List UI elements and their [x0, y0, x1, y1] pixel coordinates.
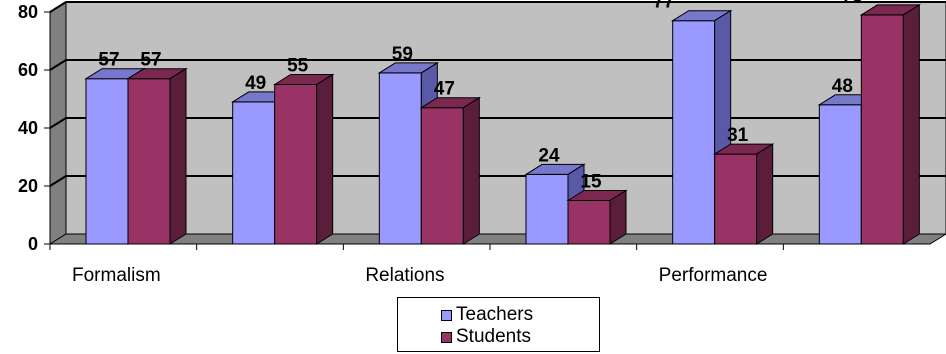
x-tick-label: Performance: [659, 265, 768, 286]
bar-side-students: [169, 67, 187, 245]
y-tick-label: 20: [18, 176, 38, 196]
bar-teachers: [818, 104, 862, 245]
gridline: [49, 59, 946, 71]
legend-swatch-teachers: [441, 309, 452, 321]
data-label-teachers: 59: [392, 44, 413, 65]
bar-teachers: [672, 20, 716, 245]
data-label-teachers: 49: [245, 73, 266, 94]
bar-side-students: [609, 189, 627, 245]
y-tick-label: 0: [28, 234, 38, 254]
bar-students: [567, 200, 611, 245]
bar-students: [860, 14, 904, 245]
x-tick-label: Formalism: [72, 265, 161, 286]
bar-students: [274, 84, 318, 245]
bar-teachers: [525, 173, 569, 245]
bar-teachers: [85, 78, 129, 245]
bar-students: [420, 107, 464, 245]
bar-side-students: [462, 96, 480, 245]
data-label-students: 15: [580, 172, 602, 193]
bar-students: [714, 153, 758, 245]
bar-side-students: [316, 73, 334, 245]
bar-side-students: [756, 143, 774, 245]
bar-side-students: [902, 3, 920, 245]
data-label-students: 57: [140, 50, 161, 71]
legend-item-teachers: Teachers: [441, 304, 533, 326]
x-tick-label: Relations: [365, 265, 444, 286]
data-label-teachers: 57: [98, 50, 119, 71]
legend-label-students: Students: [456, 326, 531, 347]
bar-teachers: [232, 101, 276, 245]
gridline: [49, 1, 946, 13]
data-label-students: 47: [434, 79, 455, 100]
legend-swatch-students: [441, 331, 452, 343]
y-tick-label: 60: [18, 60, 38, 80]
data-label-teachers: 77: [653, 0, 674, 13]
bar-teachers: [378, 72, 422, 245]
legend-item-students: Students: [441, 326, 531, 348]
data-label-teachers: 24: [538, 145, 560, 166]
legend: Teachers Students: [397, 297, 600, 352]
data-label-students: 31: [727, 125, 749, 146]
bar-students: [127, 78, 171, 245]
gridline: [49, 175, 946, 187]
data-label-students: 79: [842, 0, 863, 7]
y-tick-label: 40: [18, 118, 38, 138]
data-label-teachers: 48: [832, 76, 853, 97]
legend-label-teachers: Teachers: [456, 304, 534, 325]
data-label-students: 55: [287, 56, 309, 77]
gridline: [49, 117, 946, 129]
y-tick-label: 80: [18, 2, 38, 22]
